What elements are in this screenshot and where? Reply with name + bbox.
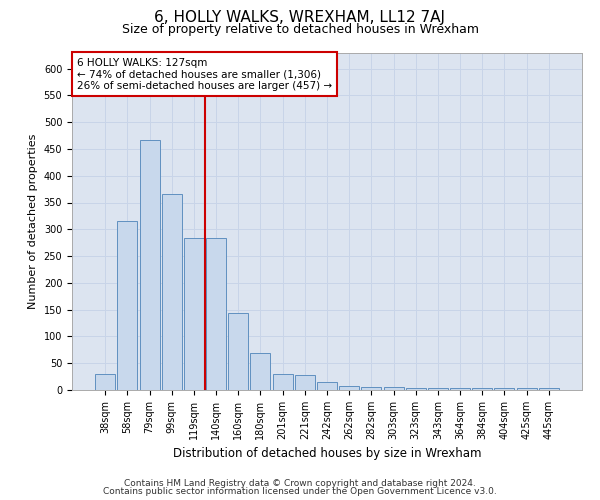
Bar [472, 388, 492, 390]
Text: 6, HOLLY WALKS, WREXHAM, LL12 7AJ: 6, HOLLY WALKS, WREXHAM, LL12 7AJ [155, 10, 445, 25]
Bar [95, 374, 115, 390]
Bar [383, 388, 404, 390]
Text: 6 HOLLY WALKS: 127sqm
← 74% of detached houses are smaller (1,306)
26% of semi-d: 6 HOLLY WALKS: 127sqm ← 74% of detached … [77, 58, 332, 91]
Bar [295, 375, 315, 390]
Bar [272, 374, 293, 390]
Text: Size of property relative to detached houses in Wrexham: Size of property relative to detached ho… [121, 22, 479, 36]
Bar [118, 221, 137, 390]
Text: Contains HM Land Registry data © Crown copyright and database right 2024.: Contains HM Land Registry data © Crown c… [124, 478, 476, 488]
Bar [517, 388, 536, 390]
Bar [450, 388, 470, 390]
Bar [162, 194, 182, 390]
Bar [494, 388, 514, 390]
Bar [317, 382, 337, 390]
Bar [361, 388, 382, 390]
Bar [539, 388, 559, 390]
Bar [140, 140, 160, 390]
Bar [206, 238, 226, 390]
Text: Contains public sector information licensed under the Open Government Licence v3: Contains public sector information licen… [103, 487, 497, 496]
Y-axis label: Number of detached properties: Number of detached properties [28, 134, 38, 309]
X-axis label: Distribution of detached houses by size in Wrexham: Distribution of detached houses by size … [173, 448, 481, 460]
Bar [428, 388, 448, 390]
Bar [250, 352, 271, 390]
Bar [184, 238, 204, 390]
Bar [339, 386, 359, 390]
Bar [406, 388, 426, 390]
Bar [228, 313, 248, 390]
